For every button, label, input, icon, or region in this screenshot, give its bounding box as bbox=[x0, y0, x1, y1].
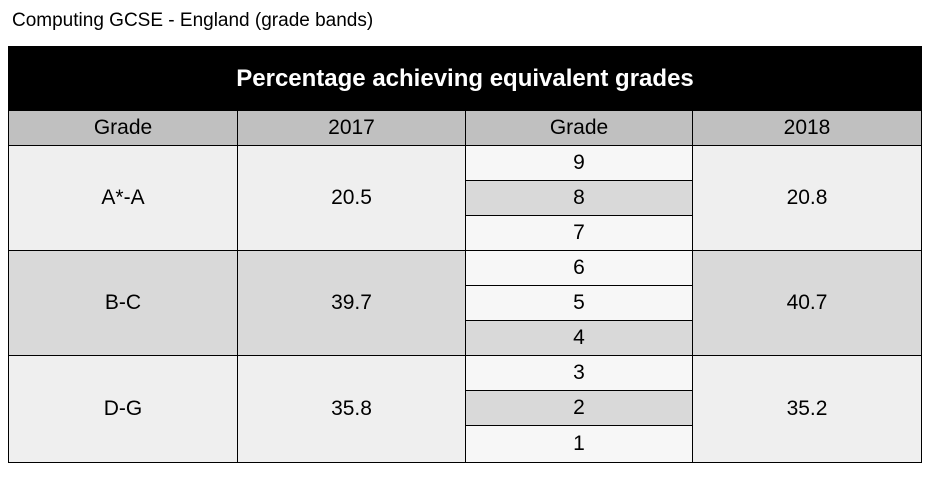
band-cell: B-C bbox=[8, 250, 238, 356]
table-row: 1 bbox=[9, 425, 922, 463]
value-2017-cell: 20.5 bbox=[237, 145, 466, 251]
value-2017-cell: 39.7 bbox=[237, 250, 466, 356]
table-title: Percentage achieving equivalent grades bbox=[7, 46, 923, 111]
table-body: A*-A 20.5 9 20.8 8 7 B-C 39.7 6 40.7 5 4 D-G 35.8 3 35.… bbox=[8, 145, 923, 463]
column-header: Grade bbox=[465, 110, 693, 146]
band-cell: A*-A bbox=[8, 145, 238, 251]
grade-cell: 3 bbox=[465, 355, 693, 391]
grade-cell: 5 bbox=[465, 285, 693, 321]
table-row: 8 bbox=[9, 180, 922, 216]
value-2017-cell: 35.8 bbox=[237, 355, 466, 463]
grade-cell: 1 bbox=[465, 425, 693, 463]
value-2018-cell: 35.2 bbox=[691, 355, 923, 463]
grade-cell: 4 bbox=[465, 320, 693, 356]
table-row: B-C 39.7 6 40.7 bbox=[8, 250, 923, 356]
table-row: 5 bbox=[9, 285, 922, 321]
table-row: 4 bbox=[9, 320, 922, 356]
grade-table: Percentage achieving equivalent grades G… bbox=[7, 46, 923, 463]
value-2018-cell: 20.8 bbox=[691, 145, 923, 251]
grade-cell: 7 bbox=[465, 215, 693, 251]
table-row: 7 bbox=[9, 215, 922, 251]
grade-cell: 2 bbox=[465, 390, 693, 426]
caption: Computing GCSE - England (grade bands) bbox=[12, 10, 374, 31]
grade-cell: 6 bbox=[465, 250, 693, 286]
grade-cell: 9 bbox=[465, 145, 693, 181]
column-header: Grade bbox=[8, 110, 238, 146]
value-2018-cell: 40.7 bbox=[691, 250, 923, 356]
band-cell: D-G bbox=[8, 355, 238, 463]
table-row: D-G 35.8 3 35.2 bbox=[8, 355, 923, 463]
column-header: 2017 bbox=[237, 110, 466, 146]
grade-cell: 8 bbox=[465, 180, 693, 216]
table-row: A*-A 20.5 9 20.8 bbox=[8, 145, 923, 251]
column-header: 2018 bbox=[691, 110, 923, 146]
table-row: 2 bbox=[9, 390, 922, 426]
